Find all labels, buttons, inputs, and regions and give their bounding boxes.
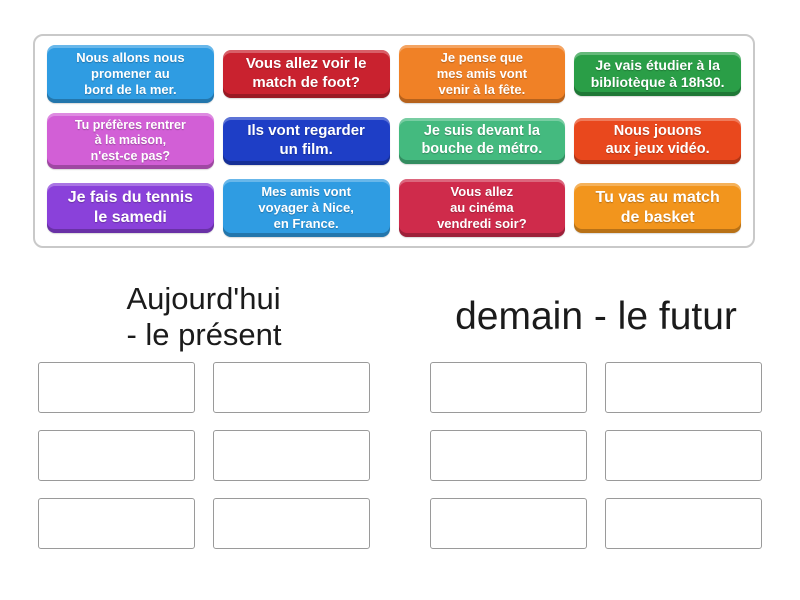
- draggable-card[interactable]: Je pense que mes amis vont venir à la fê…: [398, 44, 566, 104]
- category-title-present: Aujourd'hui - le présent: [126, 281, 282, 352]
- draggable-card[interactable]: Vous allez voir le match de foot?: [222, 50, 390, 98]
- drop-slot[interactable]: [213, 362, 370, 413]
- categories-area: Aujourd'hui - le présent demain - le fut…: [0, 244, 800, 549]
- drop-slot[interactable]: [605, 498, 762, 549]
- group-future: demain - le futur: [430, 244, 762, 549]
- draggable-card[interactable]: Je suis devant la bouche de métro.: [398, 118, 566, 164]
- draggable-card[interactable]: Tu préfères rentrer à la maison, n'est-c…: [47, 112, 214, 170]
- draggable-card[interactable]: Tu vas au match de basket: [574, 183, 741, 233]
- group-future-slots: [430, 362, 762, 549]
- drop-slot[interactable]: [38, 362, 195, 413]
- group-future-header: demain - le futur: [455, 272, 737, 362]
- draggable-card[interactable]: Nous allons nous promener au bord de la …: [47, 44, 214, 104]
- draggable-card[interactable]: Ils vont regarder un film.: [222, 117, 390, 165]
- drop-slot[interactable]: [430, 498, 587, 549]
- drop-slot[interactable]: [213, 498, 370, 549]
- drop-slot[interactable]: [213, 430, 370, 481]
- category-title-future: demain - le futur: [455, 295, 737, 338]
- draggable-card[interactable]: Nous jouons aux jeux vidéo.: [574, 118, 741, 164]
- group-present: Aujourd'hui - le présent: [38, 244, 370, 549]
- drop-slot[interactable]: [38, 498, 195, 549]
- drop-slot[interactable]: [38, 430, 195, 481]
- drop-slot[interactable]: [430, 362, 587, 413]
- draggable-card[interactable]: Je vais étudier à la bibliotèque à 18h30…: [574, 51, 741, 97]
- draggable-card[interactable]: Mes amis vont voyager à Nice, en France.: [222, 178, 390, 238]
- card-tray: Nous allons nous promener au bord de la …: [33, 34, 755, 248]
- drop-slot[interactable]: [605, 362, 762, 413]
- group-present-slots: [38, 362, 370, 549]
- drop-slot[interactable]: [430, 430, 587, 481]
- group-present-header: Aujourd'hui - le présent: [126, 272, 281, 362]
- draggable-card[interactable]: Je fais du tennis le samedi: [47, 183, 214, 233]
- drop-slot[interactable]: [605, 430, 762, 481]
- draggable-card[interactable]: Vous allez au cinéma vendredi soir?: [398, 178, 566, 238]
